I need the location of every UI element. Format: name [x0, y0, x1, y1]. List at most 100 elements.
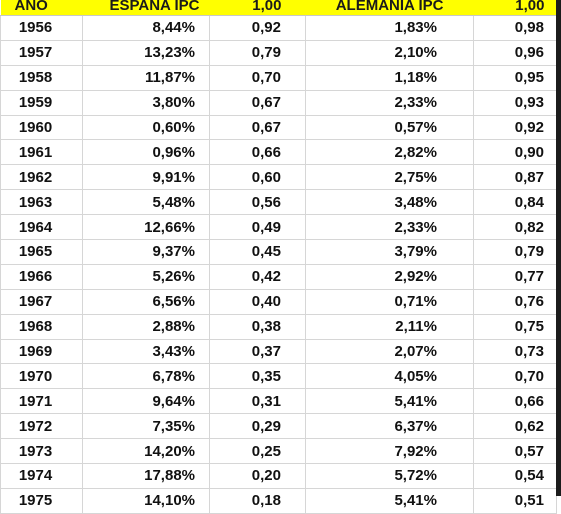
cell-spain-factor[interactable]: 0,42: [209, 263, 306, 290]
cell-year[interactable]: 1974: [0, 463, 83, 489]
header-year[interactable]: AÑO: [0, 0, 83, 16]
cell-spain-ipc[interactable]: 12,66%: [82, 214, 210, 241]
cell-germany-ipc[interactable]: 7,92%: [305, 438, 474, 465]
cell-germany-factor[interactable]: 0,90: [473, 139, 557, 166]
cell-germany-ipc[interactable]: 5,41%: [305, 487, 474, 514]
cell-spain-ipc[interactable]: 6,78%: [82, 363, 210, 390]
cell-spain-factor[interactable]: 0,67: [209, 114, 306, 141]
cell-year[interactable]: 1975: [0, 487, 83, 514]
cell-year[interactable]: 1960: [0, 114, 83, 141]
cell-germany-factor[interactable]: 0,96: [473, 39, 557, 66]
cell-germany-ipc[interactable]: 2,10%: [305, 39, 474, 66]
cell-spain-ipc[interactable]: 5,26%: [82, 263, 210, 290]
cell-spain-factor[interactable]: 0,20: [209, 463, 306, 489]
cell-germany-ipc[interactable]: 2,33%: [305, 214, 474, 241]
cell-spain-ipc[interactable]: 13,23%: [82, 39, 210, 66]
cell-germany-factor[interactable]: 0,95: [473, 64, 557, 91]
cell-spain-factor[interactable]: 0,37: [209, 338, 306, 365]
cell-germany-ipc[interactable]: 2,75%: [305, 164, 474, 191]
cell-germany-ipc[interactable]: 1,18%: [305, 64, 474, 91]
cell-germany-factor[interactable]: 0,84: [473, 189, 557, 216]
cell-spain-factor[interactable]: 0,25: [209, 438, 306, 465]
cell-germany-ipc[interactable]: 2,07%: [305, 338, 474, 365]
cell-germany-ipc[interactable]: 6,37%: [305, 413, 474, 440]
header-germany-factor[interactable]: 1,00: [473, 0, 557, 16]
cell-germany-ipc[interactable]: 4,05%: [305, 363, 474, 390]
cell-spain-factor[interactable]: 0,45: [209, 239, 306, 265]
cell-germany-ipc[interactable]: 2,92%: [305, 263, 474, 290]
cell-spain-factor[interactable]: 0,67: [209, 89, 306, 116]
cell-spain-ipc[interactable]: 17,88%: [82, 463, 210, 489]
cell-spain-ipc[interactable]: 0,96%: [82, 139, 210, 166]
cell-spain-ipc[interactable]: 11,87%: [82, 64, 210, 91]
cell-germany-ipc[interactable]: 5,72%: [305, 463, 474, 489]
cell-spain-ipc[interactable]: 9,37%: [82, 239, 210, 265]
cell-spain-factor[interactable]: 0,70: [209, 64, 306, 91]
cell-year[interactable]: 1958: [0, 64, 83, 91]
cell-germany-ipc[interactable]: 2,82%: [305, 139, 474, 166]
cell-spain-ipc[interactable]: 9,91%: [82, 164, 210, 191]
cell-spain-ipc[interactable]: 8,44%: [82, 15, 210, 41]
cell-spain-ipc[interactable]: 3,43%: [82, 338, 210, 365]
cell-year[interactable]: 1968: [0, 313, 83, 340]
cell-spain-factor[interactable]: 0,35: [209, 363, 306, 390]
cell-germany-factor[interactable]: 0,73: [473, 338, 557, 365]
cell-year[interactable]: 1959: [0, 89, 83, 116]
cell-spain-ipc[interactable]: 6,56%: [82, 288, 210, 315]
cell-spain-factor[interactable]: 0,31: [209, 388, 306, 415]
cell-year[interactable]: 1962: [0, 164, 83, 191]
cell-year[interactable]: 1967: [0, 288, 83, 315]
cell-spain-factor[interactable]: 0,38: [209, 313, 306, 340]
cell-spain-factor[interactable]: 0,29: [209, 413, 306, 440]
cell-germany-factor[interactable]: 0,98: [473, 15, 557, 41]
cell-germany-factor[interactable]: 0,82: [473, 214, 557, 241]
cell-spain-factor[interactable]: 0,66: [209, 139, 306, 166]
cell-year[interactable]: 1972: [0, 413, 83, 440]
cell-germany-ipc[interactable]: 5,41%: [305, 388, 474, 415]
cell-germany-ipc[interactable]: 2,33%: [305, 89, 474, 116]
cell-spain-factor[interactable]: 0,92: [209, 15, 306, 41]
cell-germany-ipc[interactable]: 2,11%: [305, 313, 474, 340]
cell-spain-ipc[interactable]: 3,80%: [82, 89, 210, 116]
cell-germany-factor[interactable]: 0,62: [473, 413, 557, 440]
cell-germany-factor[interactable]: 0,57: [473, 438, 557, 465]
cell-spain-ipc[interactable]: 14,20%: [82, 438, 210, 465]
cell-year[interactable]: 1961: [0, 139, 83, 166]
cell-spain-factor[interactable]: 0,40: [209, 288, 306, 315]
cell-germany-factor[interactable]: 0,92: [473, 114, 557, 141]
cell-year[interactable]: 1970: [0, 363, 83, 390]
cell-spain-factor[interactable]: 0,60: [209, 164, 306, 191]
cell-spain-factor[interactable]: 0,49: [209, 214, 306, 241]
cell-spain-ipc[interactable]: 0,60%: [82, 114, 210, 141]
cell-year[interactable]: 1973: [0, 438, 83, 465]
cell-germany-factor[interactable]: 0,93: [473, 89, 557, 116]
cell-germany-factor[interactable]: 0,51: [473, 487, 557, 514]
cell-germany-factor[interactable]: 0,77: [473, 263, 557, 290]
cell-year[interactable]: 1964: [0, 214, 83, 241]
cell-year[interactable]: 1957: [0, 39, 83, 66]
cell-germany-ipc[interactable]: 0,71%: [305, 288, 474, 315]
cell-germany-factor[interactable]: 0,54: [473, 463, 557, 489]
cell-spain-ipc[interactable]: 7,35%: [82, 413, 210, 440]
cell-germany-ipc[interactable]: 3,48%: [305, 189, 474, 216]
cell-spain-ipc[interactable]: 14,10%: [82, 487, 210, 514]
cell-germany-ipc[interactable]: 3,79%: [305, 239, 474, 265]
cell-germany-factor[interactable]: 0,75: [473, 313, 557, 340]
cell-year[interactable]: 1965: [0, 239, 83, 265]
cell-germany-ipc[interactable]: 0,57%: [305, 114, 474, 141]
cell-year[interactable]: 1971: [0, 388, 83, 415]
cell-germany-factor[interactable]: 0,76: [473, 288, 557, 315]
cell-spain-factor[interactable]: 0,18: [209, 487, 306, 514]
header-spain-factor[interactable]: 1,00: [209, 0, 306, 16]
header-spain-ipc[interactable]: ESPAÑA IPC: [82, 0, 210, 16]
cell-year[interactable]: 1969: [0, 338, 83, 365]
cell-spain-factor[interactable]: 0,79: [209, 39, 306, 66]
cell-spain-ipc[interactable]: 5,48%: [82, 189, 210, 216]
cell-germany-factor[interactable]: 0,87: [473, 164, 557, 191]
cell-year[interactable]: 1963: [0, 189, 83, 216]
header-germany-ipc[interactable]: ALEMANIA IPC: [305, 0, 474, 16]
cell-germany-factor[interactable]: 0,70: [473, 363, 557, 390]
cell-germany-ipc[interactable]: 1,83%: [305, 15, 474, 41]
cell-spain-factor[interactable]: 0,56: [209, 189, 306, 216]
cell-year[interactable]: 1956: [0, 15, 83, 41]
